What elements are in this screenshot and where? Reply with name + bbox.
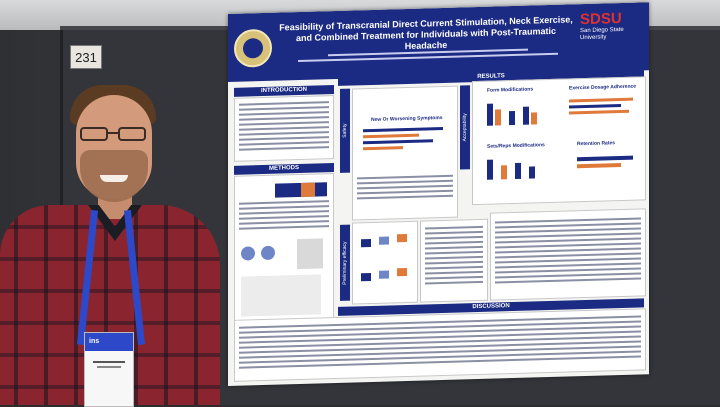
badge-name-line: [85, 361, 133, 368]
badge-org-logo: ins: [85, 333, 133, 351]
smile: [100, 175, 128, 182]
booth-number-tag: 231: [70, 45, 102, 69]
name-badge: ins: [84, 332, 134, 407]
glasses-icon: [80, 127, 150, 141]
